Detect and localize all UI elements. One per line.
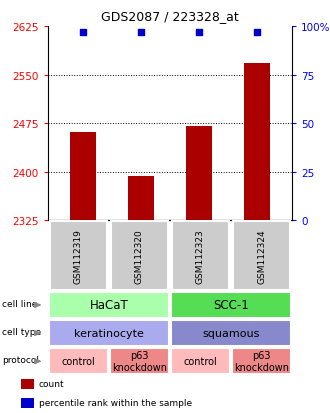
Text: HaCaT: HaCaT [89,299,128,312]
Bar [21,379,34,389]
Bar [186,127,212,221]
Text: p63
knockdown: p63 knockdown [112,351,167,372]
Point [80,29,85,36]
Text: count: count [39,380,64,388]
Bar [233,222,290,290]
Bar [171,292,291,318]
Bar [171,349,230,374]
Text: GSM112324: GSM112324 [257,229,266,283]
Point [196,29,202,36]
Text: control: control [183,356,217,366]
Bar [244,64,270,221]
Text: protocol: protocol [2,356,39,364]
Text: percentile rank within the sample: percentile rank within the sample [39,398,192,407]
Text: p63
knockdown: p63 knockdown [234,351,289,372]
Bar [49,292,169,318]
Title: GDS2087 / 223328_at: GDS2087 / 223328_at [101,10,239,23]
Bar [172,222,229,290]
Text: cell line: cell line [2,299,38,308]
Bar [232,349,291,374]
Bar [70,132,96,221]
Text: SCC-1: SCC-1 [213,299,249,312]
Bar [128,177,154,221]
Text: squamous: squamous [202,328,260,338]
Bar [111,222,168,290]
Text: GSM112320: GSM112320 [135,229,144,283]
Bar [21,398,34,408]
Text: keratinocyte: keratinocyte [74,328,144,338]
Bar [50,222,107,290]
Bar [49,320,169,346]
Text: GSM112319: GSM112319 [74,229,83,283]
Bar [49,349,108,374]
Text: GSM112323: GSM112323 [196,229,205,283]
Text: cell type: cell type [2,328,42,336]
Point [138,29,144,36]
Point [254,29,260,36]
Bar [171,320,291,346]
Bar [110,349,169,374]
Text: control: control [61,356,95,366]
